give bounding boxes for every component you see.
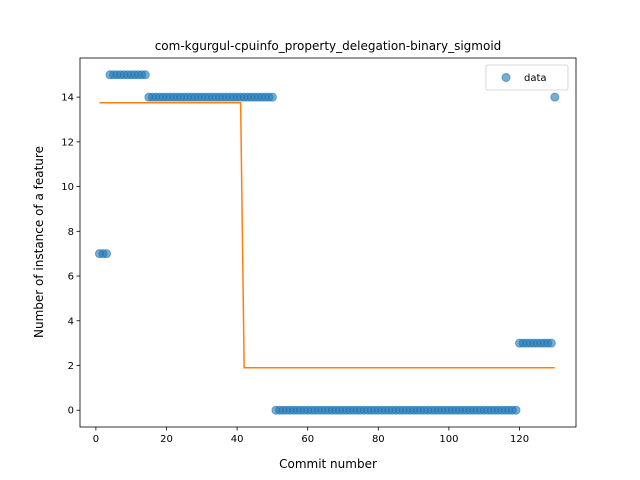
y-tick-label: 0 (68, 406, 74, 417)
y-tick-label: 2 (68, 361, 74, 372)
data-point (101, 249, 111, 259)
data-point (511, 405, 521, 415)
axes-frame (79, 57, 577, 428)
fit-line (99, 101, 555, 369)
y-tick-label: 4 (68, 316, 74, 327)
x-tick-label: 0 (93, 434, 99, 445)
x-tick-label: 80 (372, 434, 385, 445)
x-tick-label: 40 (231, 434, 244, 445)
x-axis-label: Commit number (279, 457, 377, 471)
data-point (140, 70, 150, 80)
x-tick-label: 120 (510, 434, 529, 445)
plot-area (94, 70, 560, 415)
axes: 0 20 40 60 80 100 120 0 2 4 6 8 10 12 14 (61, 57, 577, 445)
legend: data (485, 64, 569, 91)
y-axis-label: Number of instance of a feature (32, 146, 46, 338)
chart-title: com-kgurgul-cpuinfo_property_delegation-… (155, 39, 502, 53)
legend-marker (501, 73, 511, 82)
data-point (550, 92, 560, 102)
y-tick-label: 8 (68, 227, 74, 238)
y-tick-label: 12 (61, 137, 74, 148)
data-point (267, 92, 277, 102)
y-tick-label: 6 (68, 272, 74, 283)
y-tick-label: 10 (61, 182, 74, 193)
x-tick-label: 20 (160, 434, 173, 445)
legend-label: data (524, 73, 547, 84)
legend-box (485, 64, 569, 91)
x-tick-label: 100 (439, 434, 458, 445)
x-tick-label: 60 (301, 434, 314, 445)
y-tick-label: 14 (61, 93, 74, 104)
data-point (546, 338, 556, 348)
